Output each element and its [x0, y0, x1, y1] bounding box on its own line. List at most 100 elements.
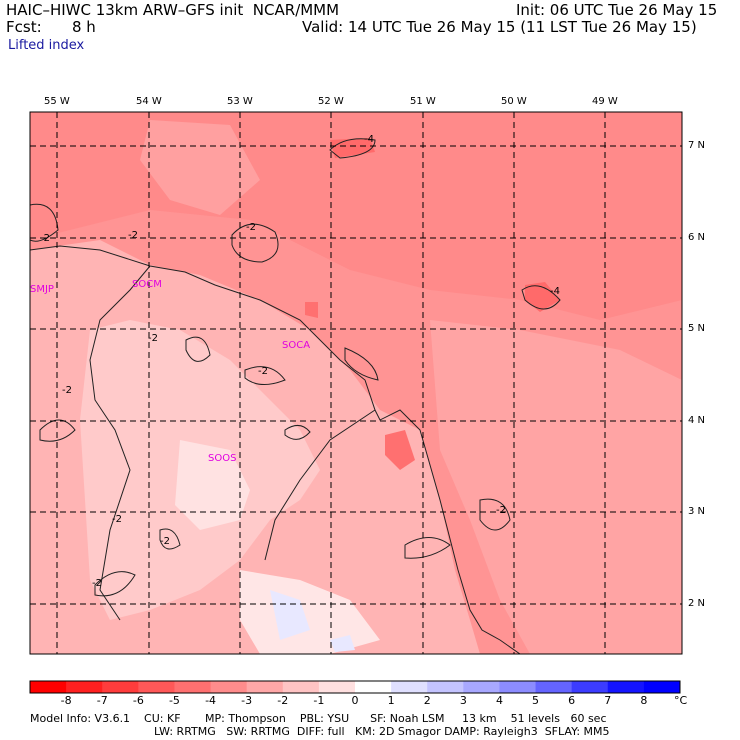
- lon-label: 54 W: [136, 96, 162, 107]
- positive-patch-2: [330, 635, 355, 652]
- contour-label: -2: [496, 505, 506, 516]
- colorbar-swatch: [355, 681, 392, 693]
- colorbar-swatch: [174, 681, 212, 693]
- colorbar-tick-label: 1: [387, 694, 395, 707]
- forecast-label: Fcst:: [6, 18, 42, 36]
- contour-label: -4: [364, 134, 374, 145]
- colorbar-swatch: [102, 681, 139, 693]
- lat-label: 6 N: [688, 232, 706, 243]
- contour-m4: [329, 138, 376, 159]
- colorbar-swatch: [318, 681, 356, 693]
- colorbar-tick-label: -3: [241, 694, 253, 707]
- positive-patch: [270, 590, 310, 640]
- colorbar-swatch: [463, 681, 500, 693]
- colorbar-tick-label: -2: [277, 694, 289, 707]
- contour-label: -4: [550, 286, 560, 297]
- interior-light: [175, 440, 250, 530]
- colorbar: [29, 680, 681, 694]
- forecast-hours: 8 h: [72, 18, 96, 36]
- colorbar-tick-label: 0: [351, 694, 359, 707]
- lat-label: 3 N: [688, 506, 706, 517]
- south-light: [240, 570, 380, 654]
- lat-label: 4 N: [688, 415, 706, 426]
- contour-m2: [284, 425, 311, 440]
- contour-label: -2: [112, 514, 122, 525]
- station-label: SMJP: [30, 284, 54, 295]
- station-label: SOCA: [282, 340, 311, 351]
- colorbar-tick-label: 3: [459, 694, 467, 707]
- lon-label: 52 W: [318, 96, 344, 107]
- lat-label: 2 N: [688, 598, 706, 609]
- colorbar-tick-label: -7: [96, 694, 108, 707]
- model-info-line1: Model Info: V3.6.1 CU: KF MP: Thompson P…: [30, 712, 607, 725]
- colorbar-tick-label: 6: [568, 694, 576, 707]
- colorbar-swatch: [607, 681, 645, 693]
- contour-m4: [521, 285, 561, 310]
- coastline: [30, 245, 521, 654]
- colorbar-frame: [29, 680, 681, 694]
- field-name: Lifted index: [8, 38, 85, 53]
- contour-label: -2: [148, 333, 158, 344]
- east-shade: [430, 320, 682, 654]
- contour-m2: [404, 537, 451, 559]
- station-label: SOOS: [208, 453, 237, 464]
- colorbar-swatch: [391, 681, 428, 693]
- colorbar-swatch: [138, 681, 175, 693]
- station-label: SOCM: [132, 279, 162, 290]
- contour-m2: [30, 203, 59, 242]
- colorbar-swatch: [246, 681, 284, 693]
- contour-label: -2: [40, 233, 50, 244]
- contour-label: -2: [246, 222, 256, 233]
- contour-label: -2: [92, 578, 102, 589]
- colorbar-swatch: [499, 681, 537, 693]
- map-frame: [29, 111, 683, 655]
- colorbar-tick-label: 2: [423, 694, 431, 707]
- colorbar-tick-label: 8: [640, 694, 648, 707]
- colorbar-tick-label: -5: [168, 694, 180, 707]
- colorbar-tick-label: 7: [604, 694, 612, 707]
- colorbar-swatch: [427, 681, 464, 693]
- colorbar-tick-label: -1: [313, 694, 325, 707]
- min-patch-2: [525, 282, 560, 312]
- colorbar-swatch: [643, 681, 681, 693]
- contour-label: -2: [128, 230, 138, 241]
- colorbar-unit: °C: [674, 694, 688, 707]
- colorbar-tick-label: -6: [132, 694, 144, 707]
- init-time: Init: 06 UTC Tue 26 May 15: [516, 1, 718, 19]
- colorbar-swatch: [30, 681, 67, 693]
- colorbar-tick-label: -8: [60, 694, 72, 707]
- north-light: [140, 120, 260, 215]
- contour-label: -2: [160, 536, 170, 547]
- contour-m2: [479, 498, 511, 531]
- lat-lon-grid: [30, 112, 682, 654]
- min-patch-3: [385, 430, 415, 470]
- contour-m2: [185, 336, 211, 362]
- border-suriname-guiana: [264, 409, 376, 561]
- contour-m2: [244, 366, 286, 385]
- valid-time: Valid: 14 UTC Tue 26 May 15 (11 LST Tue …: [302, 18, 697, 36]
- model-info-line2: LW: RRTMG SW: RRTMG DIFF: full KM: 2D Sm…: [154, 725, 610, 738]
- lon-label: 53 W: [227, 96, 253, 107]
- colorbar-tick-label: -4: [205, 694, 217, 707]
- colorbar-swatch: [210, 681, 248, 693]
- colorbar-swatch: [282, 681, 320, 693]
- colorbar-tick-label: 4: [495, 694, 503, 707]
- contour-label: -2: [258, 366, 268, 377]
- border-suriname-guyana: [89, 265, 151, 621]
- contour-m2: [344, 347, 379, 381]
- colorbar-swatch: [66, 681, 103, 693]
- contour-m2: [159, 528, 181, 550]
- contour-label: -2: [62, 385, 72, 396]
- lon-label: 51 W: [410, 96, 436, 107]
- lon-label: 49 W: [592, 96, 618, 107]
- colorbar-swatch: [535, 681, 573, 693]
- lon-label: 50 W: [501, 96, 527, 107]
- contour-m2: [39, 419, 76, 442]
- colorbar-tick-label: 5: [532, 694, 540, 707]
- lon-label: 55 W: [44, 96, 70, 107]
- colorbar-swatch: [571, 681, 609, 693]
- contour-m2: [94, 571, 136, 597]
- lat-label: 5 N: [688, 323, 706, 334]
- min-patch-4: [305, 302, 318, 318]
